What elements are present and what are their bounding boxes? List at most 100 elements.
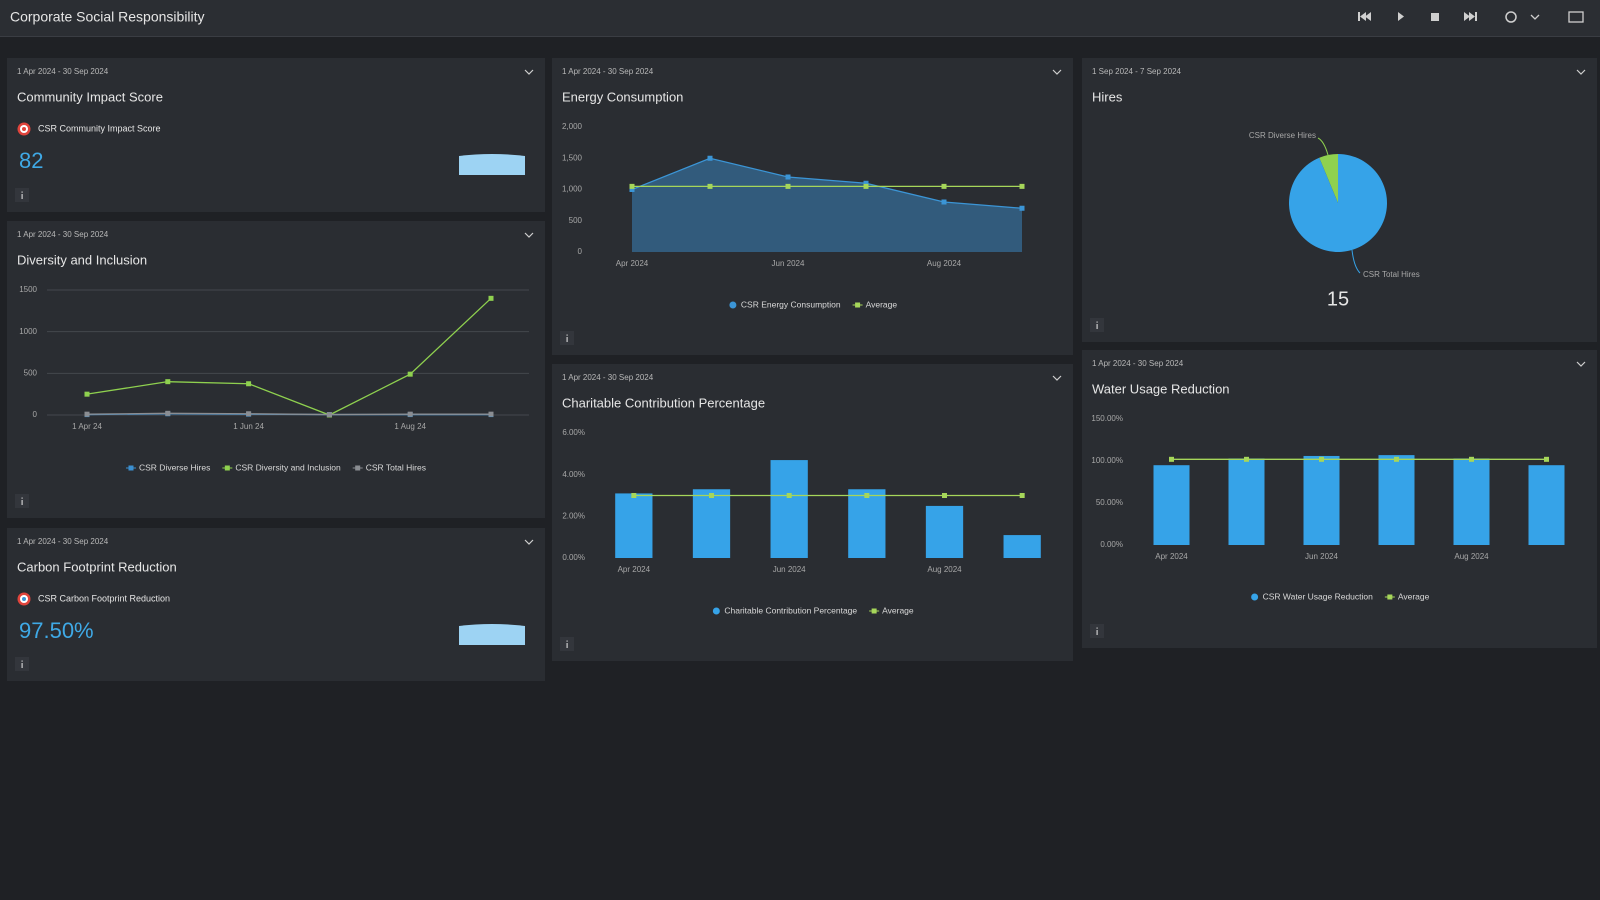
y-tick-label: 0.00%: [562, 553, 585, 562]
point-marker: [488, 411, 494, 417]
info-stem[interactable]: [566, 337, 568, 342]
point-marker: [786, 493, 792, 498]
x-tick-label: 1 Jun 24: [233, 422, 264, 431]
point-marker: [863, 183, 869, 189]
series-line: [86, 297, 492, 416]
date-range: 1 Apr 2024 - 30 Sep 2024: [17, 537, 109, 546]
play-button[interactable]: [1398, 12, 1404, 21]
bar: [1228, 458, 1265, 545]
stop-button[interactable]: [1431, 13, 1439, 21]
date-range: 1 Apr 2024 - 30 Sep 2024: [17, 67, 109, 76]
point-marker: [246, 381, 252, 387]
date-range: 1 Apr 2024 - 30 Sep 2024: [17, 230, 109, 239]
panel-title: Community Impact Score: [17, 89, 163, 104]
playback-controls[interactable]: [1358, 12, 1477, 21]
y-tick-label: 0: [33, 410, 38, 419]
x-tick-label: Aug 2024: [927, 565, 962, 574]
last-button-bar[interactable]: [1475, 12, 1477, 21]
leader-line: [1351, 249, 1361, 274]
legend: CSR Energy Consumption Average: [729, 299, 897, 309]
leader-line: [1317, 137, 1329, 156]
first-button-icon[interactable]: [1360, 12, 1371, 21]
info-dot[interactable]: [21, 660, 23, 662]
panel-menu[interactable]: [1576, 361, 1586, 367]
info-dot[interactable]: [21, 497, 23, 499]
info-dot[interactable]: [566, 640, 568, 642]
panel: 1 Apr 2024 - 30 Sep 2024 Energy Consumpti…: [552, 58, 1073, 355]
panel-menu[interactable]: [1052, 375, 1062, 381]
area: [632, 158, 1022, 252]
info-dot[interactable]: [1096, 321, 1098, 323]
info-stem[interactable]: [21, 194, 23, 199]
panel: 1 Apr 2024 - 30 Sep 2024 Charitable Contr…: [552, 364, 1073, 661]
info-button[interactable]: [1090, 624, 1104, 638]
x-tick-label: Apr 2024: [616, 259, 649, 268]
info-stem[interactable]: [1096, 630, 1098, 635]
bar: [615, 493, 653, 558]
refresh-menu[interactable]: [1530, 14, 1540, 20]
point-marker: [488, 295, 494, 301]
panel-menu[interactable]: [524, 232, 534, 238]
info-button[interactable]: [1090, 318, 1104, 332]
info-stem[interactable]: [21, 663, 23, 668]
page-title: Corporate Social Responsibility: [10, 9, 205, 25]
point-marker: [941, 183, 947, 189]
pie-label: CSR Total Hires: [1363, 270, 1420, 279]
info-dot[interactable]: [566, 334, 568, 336]
info-button[interactable]: [15, 188, 29, 202]
y-tick-label: 0.00%: [1100, 540, 1123, 549]
info-dot[interactable]: [1096, 627, 1098, 629]
date-range: 1 Sep 2024 - 7 Sep 2024: [1092, 67, 1182, 76]
point-marker: [785, 183, 791, 189]
series-line: [631, 157, 1023, 209]
panel-menu[interactable]: [1576, 69, 1586, 75]
x-tick-label: Jun 2024: [1305, 552, 1338, 561]
point-marker: [84, 391, 90, 397]
bar: [1303, 455, 1340, 545]
panel-menu[interactable]: [524, 539, 534, 545]
legend-label: Charitable Contribution Percentage: [724, 605, 857, 615]
legend-label: Average: [1398, 591, 1430, 601]
last-button[interactable]: [1464, 12, 1475, 21]
point-marker: [629, 187, 635, 192]
y-tick-label: 500: [24, 368, 38, 377]
legend: CSR Water Usage Reduction Average: [1251, 591, 1430, 601]
date-range: 1 Apr 2024 - 30 Sep 2024: [562, 67, 654, 76]
info-button[interactable]: [15, 494, 29, 508]
panel: 1 Sep 2024 - 7 Sep 2024 Hires CSR Diverse …: [1082, 58, 1597, 342]
info-stem[interactable]: [21, 500, 23, 505]
info-button[interactable]: [560, 331, 574, 345]
point-marker: [1319, 456, 1324, 462]
first-button[interactable]: [1358, 12, 1360, 21]
y-tick-label: 1500: [19, 285, 37, 294]
panel-canvas: 1 Sep 2024 - 7 Sep 2024 Hires CSR Diverse …: [1090, 67, 1586, 332]
legend-label: CSR Water Usage Reduction: [1263, 591, 1374, 601]
y-tick-label: 6.00%: [562, 428, 585, 437]
info-stem[interactable]: [1096, 324, 1098, 329]
info-dot[interactable]: [21, 191, 23, 193]
legend-swatch: [871, 608, 877, 614]
x-tick-label: Apr 2024: [1155, 552, 1188, 561]
kpi-label: CSR Carbon Footprint Reduction: [38, 593, 170, 603]
refresh-button[interactable]: [1505, 11, 1517, 23]
legend-swatch: [1251, 593, 1259, 601]
fullscreen-button[interactable]: [1568, 11, 1584, 23]
info-button[interactable]: [15, 657, 29, 671]
panel-menu[interactable]: [1052, 69, 1062, 75]
panel: 1 Apr 2024 - 30 Sep 2024 Diversity and In…: [7, 221, 545, 518]
panel-title: Energy Consumption: [562, 89, 683, 104]
legend: CSR Diverse Hires CSR Diversity and Inclu…: [126, 462, 426, 472]
point-marker: [631, 493, 637, 498]
panel-menu[interactable]: [524, 69, 534, 75]
info-stem[interactable]: [566, 643, 568, 648]
legend-label: Average: [866, 299, 898, 309]
kpi-icon: [22, 127, 26, 131]
point-marker: [785, 174, 791, 180]
y-tick-label: 150.00%: [1091, 414, 1123, 423]
info-button[interactable]: [560, 637, 574, 651]
series-line: [86, 412, 491, 416]
legend-swatch: [224, 465, 230, 471]
point-marker: [864, 493, 870, 498]
bar: [1378, 455, 1415, 545]
